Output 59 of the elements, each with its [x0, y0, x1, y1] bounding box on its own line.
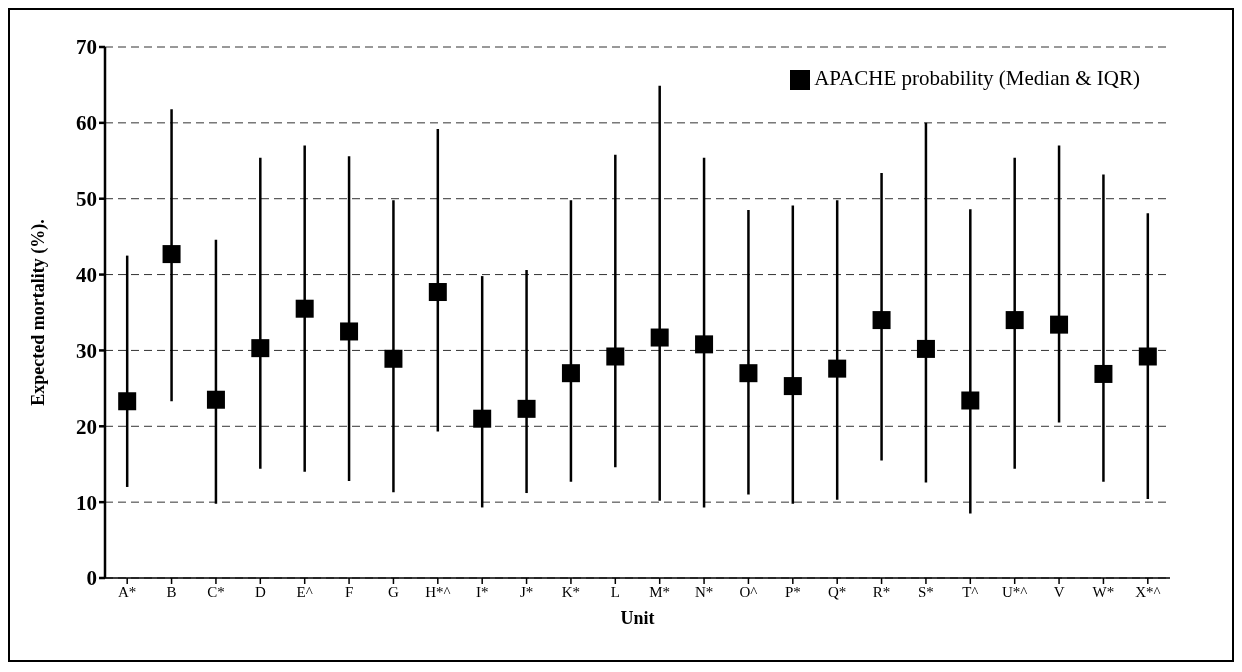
- point: [295, 299, 314, 318]
- x-tick-label: O^: [739, 583, 758, 600]
- point: [1094, 364, 1113, 383]
- x-tick-label: G: [388, 583, 400, 600]
- point: [1005, 311, 1024, 330]
- x-tick-label: B: [166, 583, 177, 600]
- point: [606, 347, 625, 366]
- x-tick-label: X*^: [1135, 583, 1161, 600]
- point: [1138, 347, 1157, 366]
- x-tick-label: D: [254, 583, 266, 600]
- point: [384, 349, 403, 368]
- x-tick-label: A*: [118, 583, 137, 600]
- x-tick-label: U*^: [1002, 583, 1028, 600]
- x-tick-label: R*: [872, 583, 891, 600]
- y-tick-label: 10: [76, 490, 97, 515]
- x-tick-label: E^: [296, 583, 313, 600]
- x-tick-label: H*^: [425, 583, 451, 600]
- point: [340, 322, 359, 341]
- y-tick-label: 20: [76, 414, 97, 439]
- point: [206, 390, 225, 409]
- point: [828, 359, 847, 378]
- x-tick-label: V: [1053, 583, 1065, 600]
- point: [251, 339, 270, 358]
- point: [961, 391, 980, 410]
- x-tick-label: S*: [918, 583, 934, 600]
- point: [650, 328, 669, 347]
- point: [517, 399, 536, 418]
- x-tick-label: W*: [1092, 583, 1115, 600]
- point: [695, 335, 714, 354]
- point: [783, 377, 802, 396]
- point: [916, 339, 935, 358]
- x-tick-label: N*: [694, 583, 714, 600]
- y-axis-title: Expected mortality (%).: [28, 219, 50, 406]
- point: [561, 364, 580, 383]
- point: [739, 364, 758, 383]
- point: [428, 283, 447, 302]
- x-tick-label: I*: [475, 583, 489, 600]
- point: [1050, 315, 1069, 334]
- x-tick-label: T^: [962, 583, 979, 600]
- y-tick-label: 60: [76, 111, 97, 136]
- legend-label: APACHE probability (Median & IQR): [814, 66, 1140, 90]
- x-tick-label: C*: [207, 583, 225, 600]
- y-tick-label: 50: [76, 187, 97, 212]
- point: [118, 392, 137, 411]
- point: [872, 311, 891, 330]
- x-tick-label: F: [344, 583, 354, 600]
- point: [162, 245, 181, 264]
- point: [473, 409, 492, 428]
- y-tick-label: 30: [76, 338, 97, 363]
- x-tick-label: P*: [784, 583, 801, 600]
- x-tick-label: M*: [649, 583, 671, 600]
- y-tick-label: 0: [86, 566, 97, 591]
- y-tick-label: 40: [76, 263, 97, 288]
- x-tick-label: L: [610, 583, 620, 600]
- y-tick-label: 70: [76, 35, 97, 60]
- x-tick-label: Q*: [828, 583, 847, 600]
- x-axis-title: Unit: [620, 608, 655, 628]
- x-tick-label: K*: [561, 583, 581, 600]
- x-tick-label: J*: [519, 583, 534, 600]
